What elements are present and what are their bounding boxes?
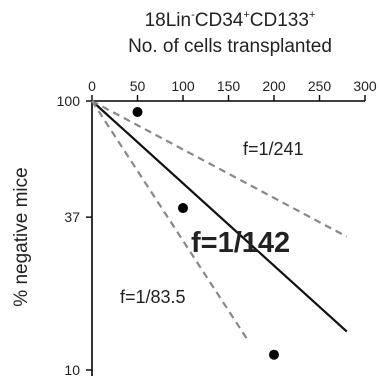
data-point [178,203,188,214]
x-tick-label: 0 [88,78,96,94]
annotation-main: f=1/142 [191,227,290,259]
annotation-lower: f=1/83.5 [120,287,186,307]
annotation-upper: f=1/241 [243,139,304,159]
axes: 0 50 100 150 200 250 300 100 37 10 [57,78,377,378]
y-axis-label: % negative mice [11,167,32,306]
x-tick-label: 150 [217,78,241,94]
x-axis-label: No. of cells transplanted [128,36,332,57]
x-tick-label: 250 [308,78,332,94]
x-tick-label: 100 [171,78,195,94]
data-point [132,107,143,118]
fit-lines [91,100,348,340]
x-tick-label: 200 [262,78,286,94]
fit-line [91,100,348,333]
fit-line [91,100,348,238]
data-point [269,349,279,360]
data-points [132,107,279,360]
y-tick-label: 10 [64,362,80,376]
y-tick-label: 37 [64,209,80,225]
x-tick-label: 300 [353,78,377,94]
x-tick-label: 50 [130,78,146,94]
y-tick-label: 100 [57,93,81,109]
chart-title-line1: 18Lin-CD34+CD133+ [145,9,316,31]
